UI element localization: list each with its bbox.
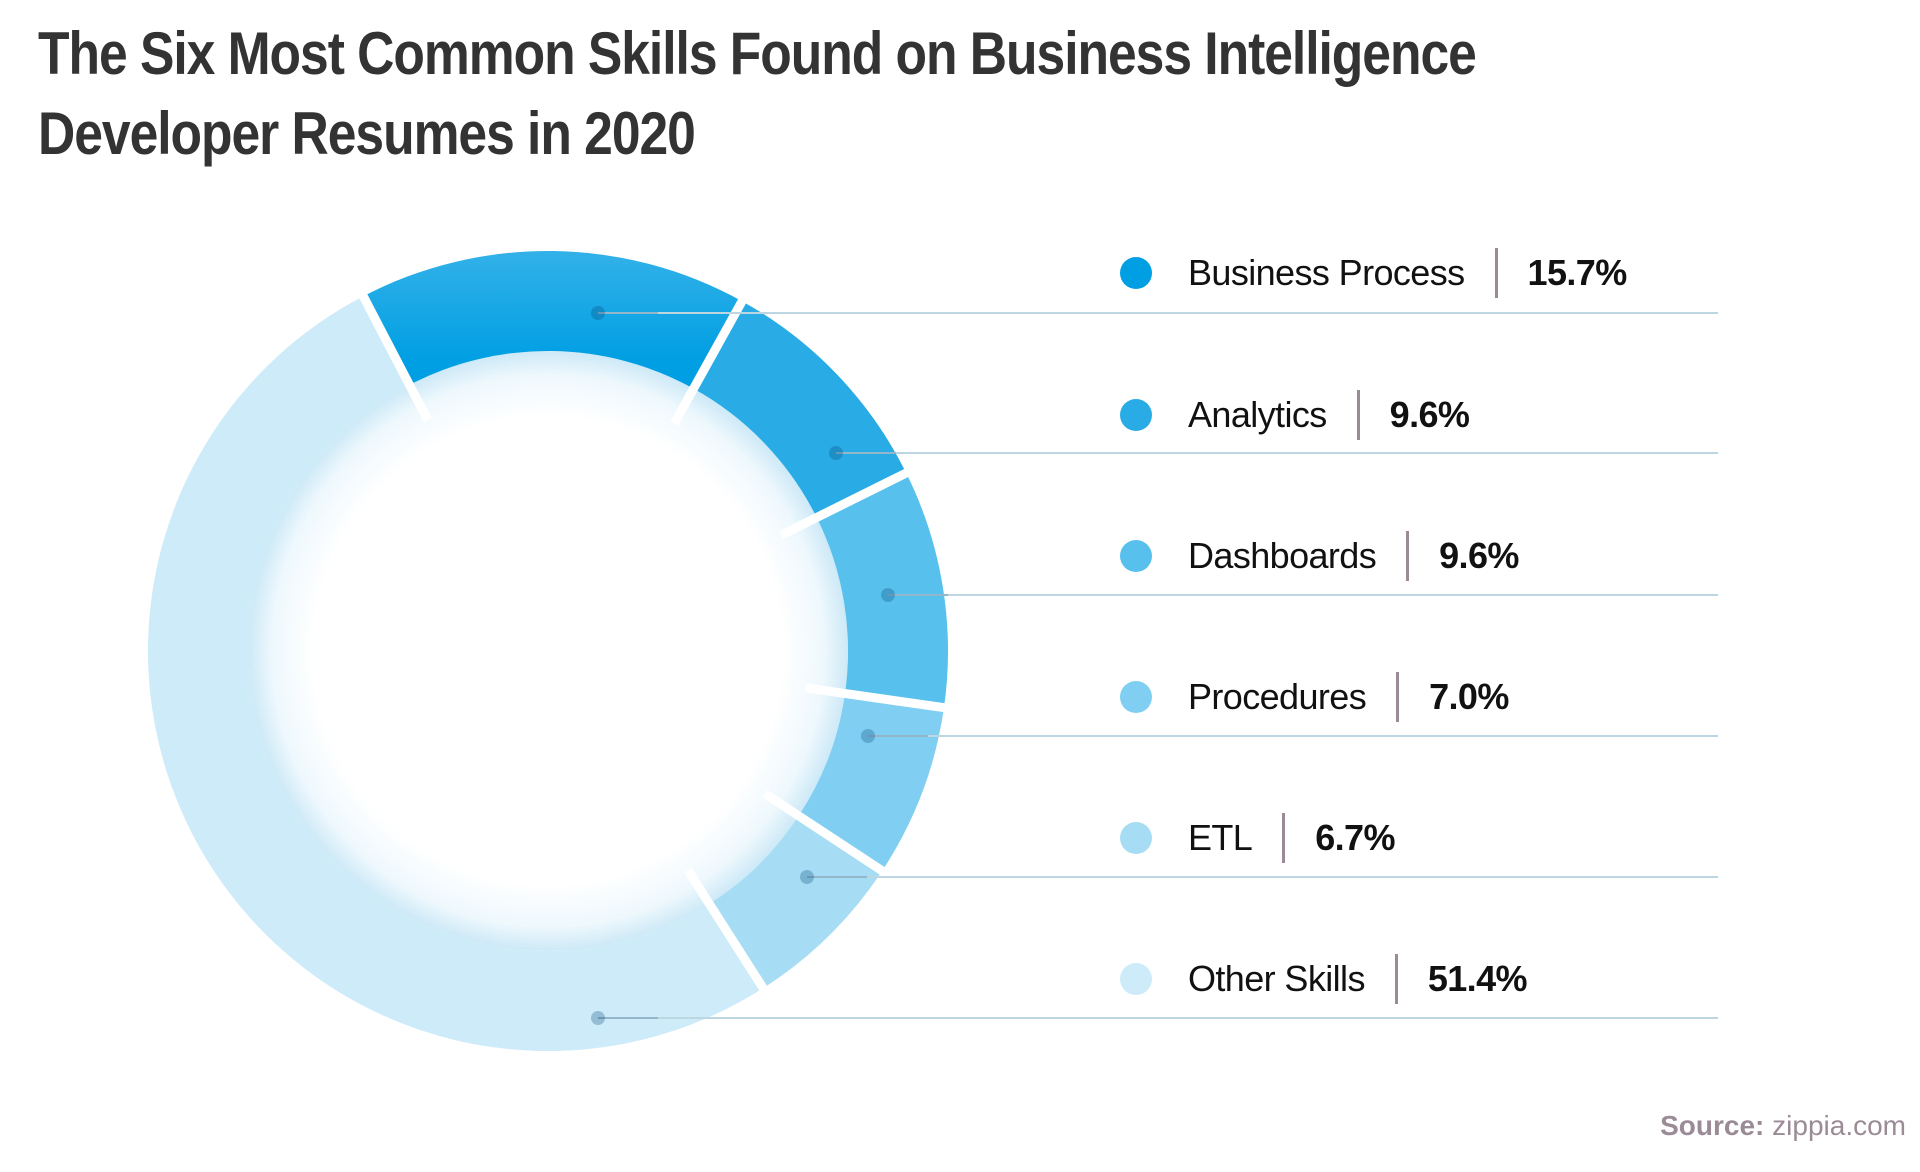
legend-item-other-skills: Other Skills 51.4% [1120,949,1528,1009]
source-credit: Source: zippia.com [1660,1110,1906,1142]
legend-label: Business Process [1188,252,1465,293]
legend-separator [1494,248,1498,298]
legend-item-business-process: Business Process 15.7% [1120,243,1627,303]
legend-item-analytics: Analytics 9.6% [1120,385,1470,445]
chart-title-line-1: The Six Most Common Skills Found on Busi… [38,20,1477,87]
segment-gap [684,867,770,994]
legend-value: 15.7% [1527,252,1628,293]
segment-gap [357,290,432,423]
donut-segment-dashboards [816,473,949,708]
donut-gaps [357,290,949,994]
legend-value: 6.7% [1315,817,1395,858]
legend-value: 9.6% [1439,535,1519,576]
legend-label: Analytics [1188,394,1327,435]
leader-dot-icon [881,588,895,602]
leader-dot-icon [591,1011,605,1025]
segment-gap [762,790,888,877]
chart-title: The Six Most Common Skills Found on Busi… [38,14,1477,174]
legend-dot-icon [1120,963,1152,995]
legend-separator [1406,531,1410,581]
legend-value: 7.0% [1429,676,1509,717]
source-label: Source: [1660,1110,1765,1141]
segment-gap [778,467,912,540]
legend-item-dashboards: Dashboards 9.6% [1120,526,1519,586]
donut-segment-procedures [798,693,944,871]
legend-separator [1394,954,1398,1004]
legend-dot-icon [1120,681,1152,713]
legend-dot-icon [1120,399,1152,431]
segment-gap [804,683,949,713]
donut-segment-business-process [363,251,743,389]
legend-dot-icon [1120,822,1152,854]
legend-dot-icon [1120,540,1152,572]
leader-lines [591,306,1718,1025]
legend-label: ETL [1188,817,1253,858]
legend-label: Procedures [1188,676,1367,717]
donut-segment-other-skills [148,296,764,1051]
legend-dot-icon [1120,257,1152,289]
segment-gap [670,295,748,426]
leader-dot-icon [591,306,605,320]
legend-item-etl: ETL 6.7% [1120,808,1395,868]
leader-dot-icon [861,729,875,743]
legend-value: 51.4% [1427,958,1528,999]
legend-item-procedures: Procedures 7.0% [1120,667,1509,727]
leader-dot-icon [800,870,814,884]
legend-separator [1282,813,1286,863]
source-value: zippia.com [1772,1110,1906,1141]
legend-separator [1356,390,1360,440]
donut-inner-glow [248,351,848,951]
legend-label: Dashboards [1188,535,1377,576]
legend-label: Other Skills [1188,958,1365,999]
legend-value: 9.6% [1389,394,1470,435]
leader-dot-icon [829,446,843,460]
donut-segments [148,251,949,1051]
donut-segment-etl [709,815,883,989]
donut-segment-analytics [693,301,907,518]
legend-separator [1396,672,1400,722]
chart-title-line-2: Developer Resumes in 2020 [38,100,696,167]
